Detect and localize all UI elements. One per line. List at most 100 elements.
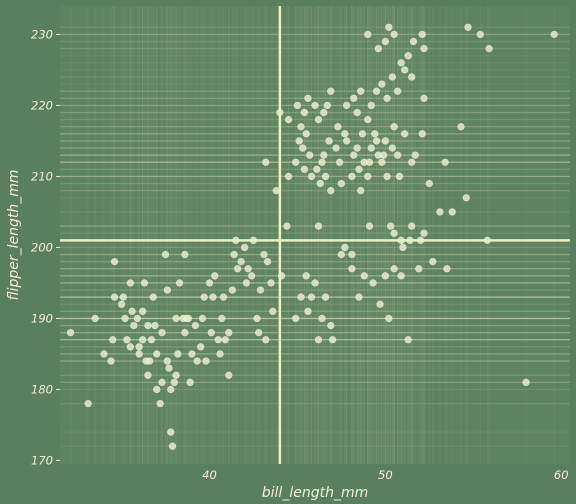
data-point — [381, 137, 390, 145]
data-point — [385, 314, 393, 323]
data-point — [318, 158, 326, 166]
data-point — [144, 321, 152, 330]
data-point — [381, 37, 390, 46]
data-point — [184, 314, 193, 323]
y-tick-label: 210 — [31, 169, 53, 183]
data-point — [388, 73, 397, 81]
data-point — [214, 336, 222, 344]
data-point — [397, 272, 405, 280]
data-point — [109, 336, 117, 344]
data-point — [260, 250, 268, 259]
data-point — [313, 165, 321, 174]
data-point — [311, 279, 319, 287]
data-point — [420, 44, 428, 53]
data-point — [376, 300, 384, 308]
data-point — [211, 272, 219, 280]
x-tick-label: 40 — [202, 468, 217, 482]
data-point — [462, 194, 470, 202]
data-point — [219, 293, 228, 301]
data-point — [298, 144, 307, 152]
plot-panel — [60, 6, 570, 464]
data-point — [367, 101, 375, 110]
data-point — [348, 172, 356, 181]
data-point — [205, 279, 214, 287]
data-point — [140, 279, 149, 287]
data-point — [193, 357, 201, 365]
data-point — [107, 357, 115, 365]
data-point — [337, 179, 346, 188]
data-point — [311, 101, 319, 110]
x-tick-label: 60 — [554, 468, 569, 482]
data-point — [110, 257, 119, 266]
data-point — [149, 293, 157, 301]
data-point — [291, 158, 300, 166]
y-tick-label: 190 — [31, 311, 53, 325]
data-point — [348, 265, 356, 273]
data-point — [408, 73, 416, 81]
data-point — [158, 378, 166, 387]
data-point — [348, 250, 356, 259]
data-point — [436, 208, 444, 216]
data-point — [138, 336, 147, 344]
data-point — [304, 307, 312, 316]
data-point — [253, 314, 261, 323]
data-point — [357, 186, 365, 195]
data-point — [395, 172, 404, 181]
y-tick-label: 180 — [31, 382, 53, 396]
data-point — [135, 343, 143, 351]
data-point — [188, 350, 196, 358]
data-point — [284, 172, 293, 181]
y-tick-label: 220 — [31, 98, 53, 112]
data-point — [408, 222, 416, 230]
data-point — [262, 336, 270, 344]
data-point — [283, 222, 291, 230]
data-point — [138, 307, 147, 316]
data-point — [420, 94, 428, 103]
data-point — [448, 208, 456, 216]
data-point — [221, 336, 230, 344]
data-point — [191, 321, 200, 330]
data-point — [314, 336, 323, 344]
data-point — [378, 158, 386, 166]
data-point — [181, 328, 189, 337]
data-point — [369, 279, 377, 287]
data-point — [293, 101, 302, 110]
data-point — [263, 257, 272, 266]
data-point — [464, 23, 472, 32]
data-point — [429, 257, 437, 266]
data-point — [399, 243, 407, 252]
data-point — [209, 293, 217, 301]
data-point — [167, 428, 175, 436]
data-point — [295, 137, 303, 145]
data-point — [364, 115, 372, 124]
data-point — [357, 87, 365, 95]
data-point — [174, 350, 182, 358]
data-point — [415, 265, 423, 273]
data-point — [485, 44, 493, 53]
data-point — [367, 144, 375, 152]
data-point — [228, 286, 237, 294]
data-point — [84, 399, 92, 408]
data-point — [158, 328, 166, 337]
data-point — [355, 293, 363, 301]
data-point — [365, 158, 374, 166]
data-point — [365, 222, 374, 230]
y-tick-label: 200 — [31, 240, 53, 254]
data-point — [320, 108, 328, 117]
data-point — [327, 186, 335, 195]
data-point — [404, 52, 412, 60]
data-point — [91, 314, 99, 323]
data-point — [256, 286, 265, 294]
data-point — [390, 30, 398, 39]
data-point — [172, 371, 180, 379]
data-point — [420, 229, 428, 237]
data-point — [302, 272, 310, 280]
data-point — [151, 321, 159, 330]
data-point — [300, 165, 309, 174]
data-point — [522, 378, 530, 387]
data-point — [550, 30, 558, 39]
data-point — [411, 151, 419, 159]
y-tick-label: 230 — [31, 27, 53, 41]
data-point — [400, 130, 409, 138]
